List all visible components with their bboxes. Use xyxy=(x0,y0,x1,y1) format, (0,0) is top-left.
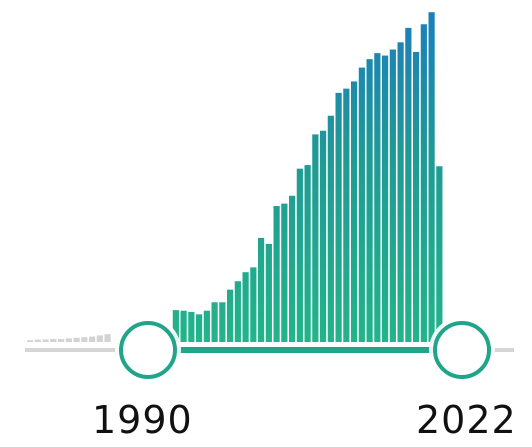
range-start-handle[interactable] xyxy=(119,321,177,379)
histogram-bar-unselected xyxy=(81,337,88,342)
histogram-bar-unselected xyxy=(73,337,80,342)
histogram-bar-selected xyxy=(397,42,404,343)
histogram-bar-selected xyxy=(335,92,342,342)
histogram-bar-selected xyxy=(358,67,365,342)
histogram-bar-selected xyxy=(382,55,389,343)
histogram-bar-selected xyxy=(436,166,443,342)
histogram-bar-unselected xyxy=(42,339,49,342)
histogram-bar-selected xyxy=(296,168,303,342)
histogram-bar-selected xyxy=(273,206,280,342)
histogram-bar-unselected xyxy=(96,335,103,342)
histogram-bar-selected xyxy=(258,237,265,342)
histogram-bar-unselected xyxy=(104,334,111,342)
histogram-bar-unselected xyxy=(65,338,72,342)
range-start-label: 1990 xyxy=(92,398,193,442)
range-end-label: 2022 xyxy=(416,398,517,442)
histogram-bar-selected xyxy=(203,310,210,342)
histogram-bar-selected xyxy=(234,281,241,342)
histogram-bar-selected xyxy=(420,24,427,342)
histogram-bar-selected xyxy=(413,51,420,342)
histogram-bar-selected xyxy=(374,53,381,342)
histogram-bar-selected xyxy=(172,310,179,342)
histogram-bar-selected xyxy=(312,134,319,342)
histogram-bar-selected xyxy=(320,130,327,342)
histogram-bar-unselected xyxy=(50,338,57,342)
histogram-bar-selected xyxy=(405,27,412,343)
histogram-bar-selected xyxy=(227,289,234,342)
histogram-bar-selected xyxy=(327,115,334,342)
histogram-bar-selected xyxy=(242,272,249,342)
histogram-bar-selected xyxy=(366,59,373,342)
histogram-bar-selected xyxy=(343,88,350,343)
histogram-bar-selected xyxy=(304,165,311,342)
histogram-bars xyxy=(27,12,443,343)
histogram-bar-unselected xyxy=(34,339,41,342)
histogram-bar-selected xyxy=(211,302,218,342)
histogram-bar-selected xyxy=(188,311,195,342)
histogram-bar-unselected xyxy=(89,336,96,342)
histogram-bar-selected xyxy=(281,203,288,342)
histogram-bar-selected xyxy=(219,302,226,342)
histogram-bar-unselected xyxy=(27,340,34,342)
histogram-bar-selected xyxy=(196,314,203,342)
histogram-bar-selected xyxy=(289,195,296,342)
histogram-bar-selected xyxy=(428,12,435,342)
histogram-bar-selected xyxy=(389,49,396,342)
histogram-bar-selected xyxy=(265,243,272,342)
histogram-bar-selected xyxy=(351,81,358,343)
range-end-handle[interactable] xyxy=(433,321,491,379)
histogram-bar-unselected xyxy=(58,338,65,342)
histogram-bar-selected xyxy=(250,267,257,342)
histogram-bar-selected xyxy=(180,310,187,342)
